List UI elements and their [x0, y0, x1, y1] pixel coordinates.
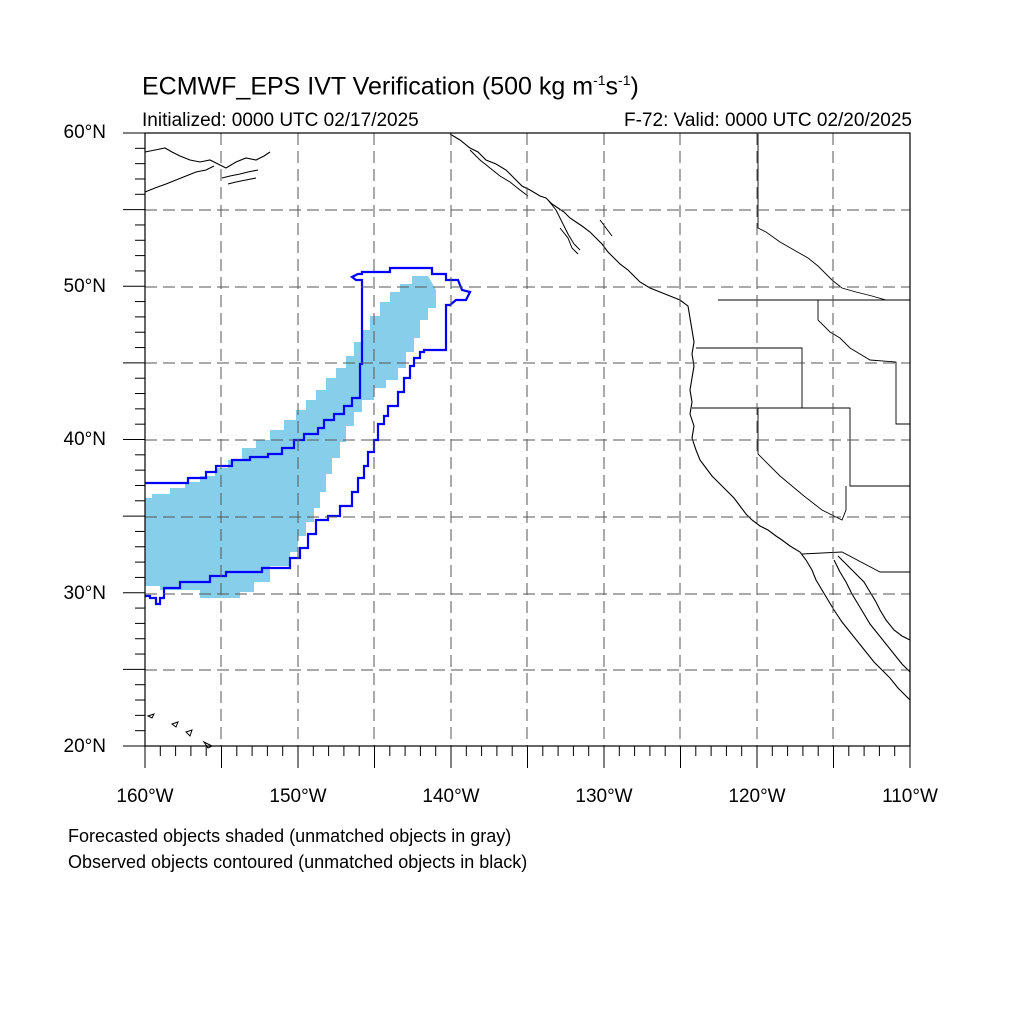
mainland-gulf-coast	[837, 555, 911, 641]
baja-gulf-coast	[833, 559, 911, 673]
alaska-panhandle-islands	[469, 149, 613, 255]
lon-label-120w: 120°W	[728, 786, 786, 807]
lat-label-30: 30°N	[63, 583, 106, 604]
lat-label-40: 40°N	[63, 429, 106, 450]
lon-label-160w: 160°W	[116, 786, 174, 807]
forecast-object-shaded	[145, 276, 436, 598]
lon-label-110w: 110°W	[882, 786, 938, 807]
alaska-coast	[144, 147, 271, 193]
forecast-note: Forecasted objects shaded (unmatched obj…	[68, 826, 512, 846]
state-borders	[692, 134, 910, 573]
lon-label-150w: 150°W	[269, 786, 327, 807]
observed-object-contour	[145, 266, 472, 606]
init-time: Initialized: 0000 UTC 02/17/2025	[142, 110, 419, 131]
hawaii-islands	[146, 713, 214, 749]
observed-note: Observed objects contoured (unmatched ob…	[68, 852, 528, 872]
valid-time: F-72: Valid: 0000 UTC 02/20/2025	[624, 110, 912, 131]
lon-label-130w: 130°W	[575, 786, 633, 807]
chart-title: ECMWF_EPS IVT Verification (500 kg m-1s-…	[142, 72, 639, 101]
west-coast-coastline	[449, 133, 911, 701]
lat-label-20: 20°N	[63, 736, 106, 757]
axis-ticks	[123, 132, 911, 768]
lat-lon-grid	[145, 133, 910, 746]
lat-label-60: 60°N	[63, 122, 106, 143]
lat-label-50: 50°N	[63, 276, 106, 297]
lon-label-140w: 140°W	[422, 786, 480, 807]
